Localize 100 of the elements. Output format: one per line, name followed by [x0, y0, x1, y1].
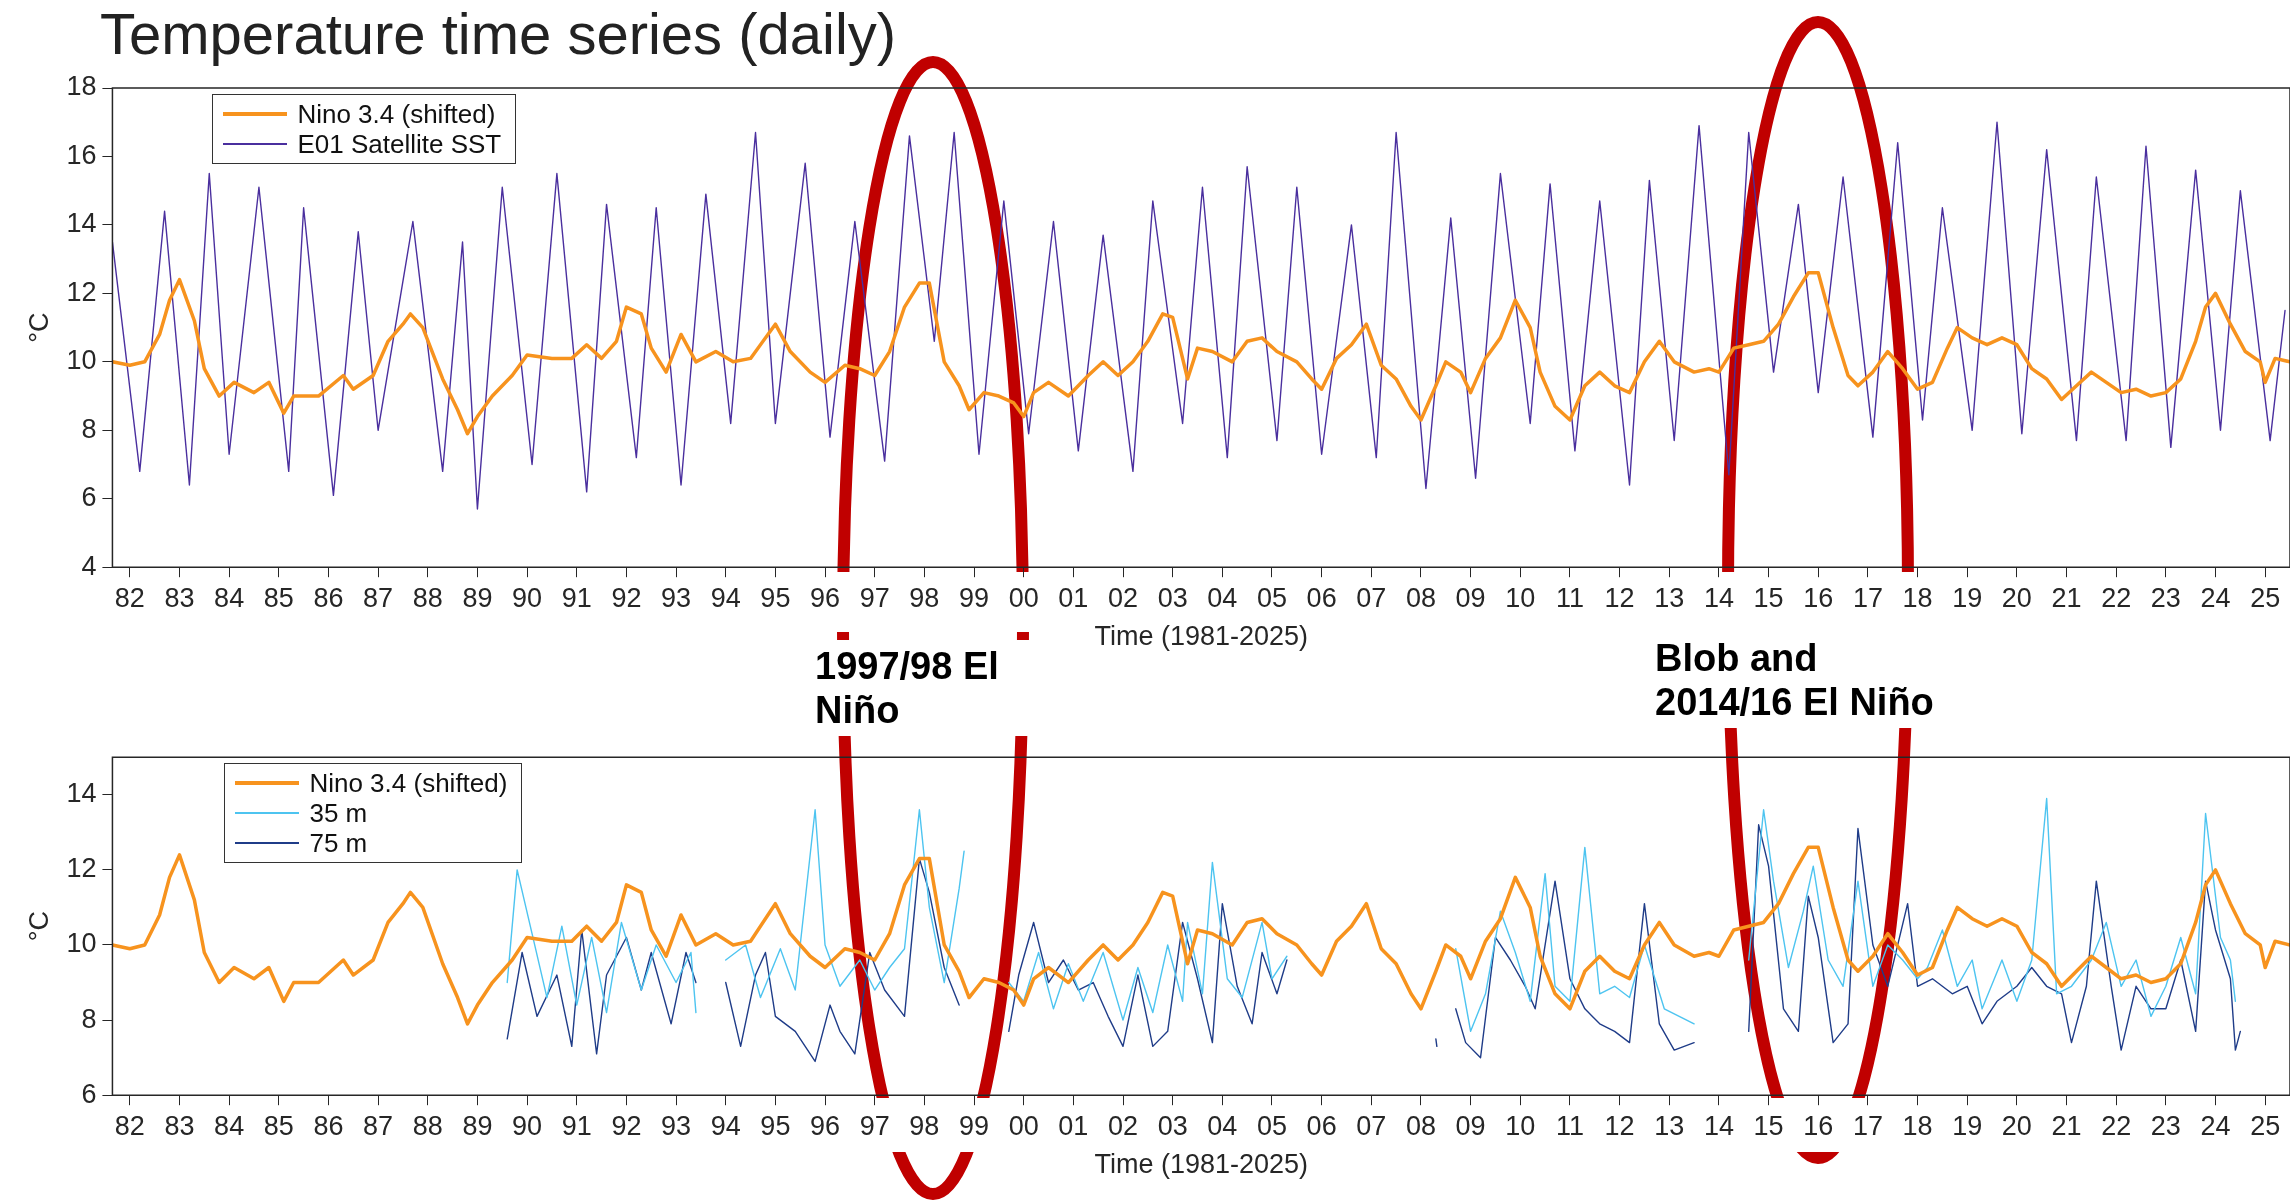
x-tick-label: 12 — [1604, 582, 1635, 613]
x-tick-label: 12 — [1604, 1110, 1635, 1141]
y-tick-label: 16 — [66, 139, 97, 170]
x-tick-label: 06 — [1306, 582, 1337, 613]
x-tick-label: 93 — [661, 1110, 692, 1141]
y-tick-label: 18 — [66, 71, 97, 102]
x-tick-label: 84 — [214, 1110, 245, 1141]
legend-label: 75 m — [309, 827, 368, 859]
text: 1997/98 El Niño — [805, 640, 1055, 736]
x-tick-label: 23 — [2150, 1110, 2181, 1141]
x-tick-label: 85 — [263, 1110, 294, 1141]
x-tick-label: 09 — [1455, 582, 1486, 613]
x-tick-label: 86 — [313, 1110, 344, 1141]
x-tick-label: 90 — [512, 1110, 543, 1141]
x-tick-label: 97 — [859, 1110, 890, 1141]
x-tick-label: 82 — [114, 582, 145, 613]
y-tick-label: 8 — [81, 1003, 97, 1034]
y-tick-label: 14 — [66, 208, 97, 239]
x-tick-label: 92 — [611, 1110, 642, 1141]
x-tick-label: 91 — [561, 582, 592, 613]
x-tick-label: 98 — [909, 582, 940, 613]
legend-label: E01 Satellite SST — [297, 128, 502, 160]
x-tick-label: 25 — [2250, 582, 2281, 613]
x-tick-label: 85 — [263, 582, 294, 613]
x-tick-label: 00 — [1008, 1110, 1039, 1141]
chart-title: Temperature time series (daily) — [100, 0, 897, 67]
x-tick-label: 03 — [1157, 582, 1188, 613]
x-tick-label: 82 — [114, 1110, 145, 1141]
y-tick-label: 10 — [66, 928, 97, 959]
x-tick-label: 16 — [1803, 582, 1834, 613]
x-tick-label: 21 — [2051, 582, 2082, 613]
x-tick-label: 18 — [1902, 582, 1933, 613]
x-tick-label: 17 — [1852, 582, 1883, 613]
x-tick-label: 10 — [1505, 1110, 1536, 1141]
legend-label: Nino 3.4 (shifted) — [297, 98, 496, 130]
x-tick-label: 24 — [2200, 1110, 2231, 1141]
y-tick-label: 14 — [66, 778, 97, 809]
x-tick-label: 14 — [1703, 582, 1734, 613]
x-tick-label: 87 — [363, 582, 394, 613]
x-tick-label: 15 — [1753, 582, 1784, 613]
x-tick-label: 08 — [1405, 582, 1436, 613]
x-tick-label: 05 — [1256, 1110, 1287, 1141]
x-tick-label: 88 — [412, 582, 443, 613]
x-tick-label: 83 — [164, 582, 195, 613]
x-tick-label: 07 — [1356, 582, 1387, 613]
x-tick-label: 03 — [1157, 1110, 1188, 1141]
x-tick-label: 02 — [1107, 1110, 1139, 1141]
legend-label: Nino 3.4 (shifted) — [309, 767, 508, 799]
x-tick-label: 99 — [959, 582, 990, 613]
x-tick-label: 95 — [760, 1110, 791, 1141]
x-tick-label: 13 — [1654, 1110, 1685, 1141]
x-tick-label: 96 — [810, 582, 841, 613]
x-tick-label: 97 — [859, 582, 890, 613]
x-tick-label: 02 — [1107, 582, 1139, 613]
x-tick-label: 08 — [1405, 1110, 1436, 1141]
x-tick-label: 01 — [1058, 1110, 1089, 1141]
x-tick-label: 15 — [1753, 1110, 1784, 1141]
x-tick-label: 11 — [1555, 582, 1584, 613]
x-tick-label: 83 — [164, 1110, 195, 1141]
y-tick-label: 10 — [66, 345, 97, 376]
x-tick-label: 24 — [2200, 582, 2231, 613]
x-tick-label: 19 — [1952, 582, 1983, 613]
x-tick-label: 20 — [2001, 582, 2032, 613]
x-tick-label: 13 — [1654, 582, 1685, 613]
x-tick-label: 09 — [1455, 1110, 1486, 1141]
x-axis-title: Time (1981-2025) — [1094, 621, 1309, 652]
x-tick-label: 18 — [1902, 1110, 1933, 1141]
x-tick-label: 01 — [1058, 582, 1089, 613]
x-tick-label: 94 — [710, 1110, 741, 1141]
x-tick-label: 17 — [1852, 1110, 1883, 1141]
x-axis-title: Time (1981-2025) — [1094, 1149, 1309, 1180]
x-tick-label: 93 — [661, 582, 692, 613]
y-axis-title: °C — [23, 312, 54, 343]
x-tick-label: 19 — [1952, 1110, 1983, 1141]
x-tick-label: 05 — [1256, 582, 1287, 613]
y-tick-label: 12 — [66, 276, 97, 307]
x-tick-label: 22 — [2101, 582, 2132, 613]
x-tick-label: 04 — [1207, 1110, 1238, 1141]
y-tick-label: 6 — [81, 482, 97, 513]
x-tick-label: 89 — [462, 1110, 493, 1141]
x-tick-label: 95 — [760, 582, 791, 613]
x-tick-label: 94 — [710, 582, 741, 613]
x-tick-label: 04 — [1207, 582, 1238, 613]
y-tick-label: 12 — [66, 853, 97, 884]
x-tick-label: 07 — [1356, 1110, 1387, 1141]
x-tick-label: 99 — [959, 1110, 990, 1141]
x-tick-label: 00 — [1008, 582, 1039, 613]
x-tick-label: 10 — [1505, 582, 1536, 613]
y-tick-label: 4 — [81, 550, 97, 581]
x-tick-label: 86 — [313, 582, 344, 613]
x-tick-label: 14 — [1703, 1110, 1734, 1141]
x-tick-label: 90 — [512, 582, 543, 613]
x-tick-label: 87 — [363, 1110, 394, 1141]
text: Blob and 2014/16 El Niño — [1645, 632, 1965, 728]
y-tick-label: 8 — [81, 413, 97, 444]
x-tick-label: 23 — [2150, 582, 2181, 613]
y-axis-title: °C — [23, 911, 54, 942]
x-tick-label: 20 — [2001, 1110, 2032, 1141]
x-tick-label: 06 — [1306, 1110, 1337, 1141]
x-tick-label: 91 — [561, 1110, 592, 1141]
